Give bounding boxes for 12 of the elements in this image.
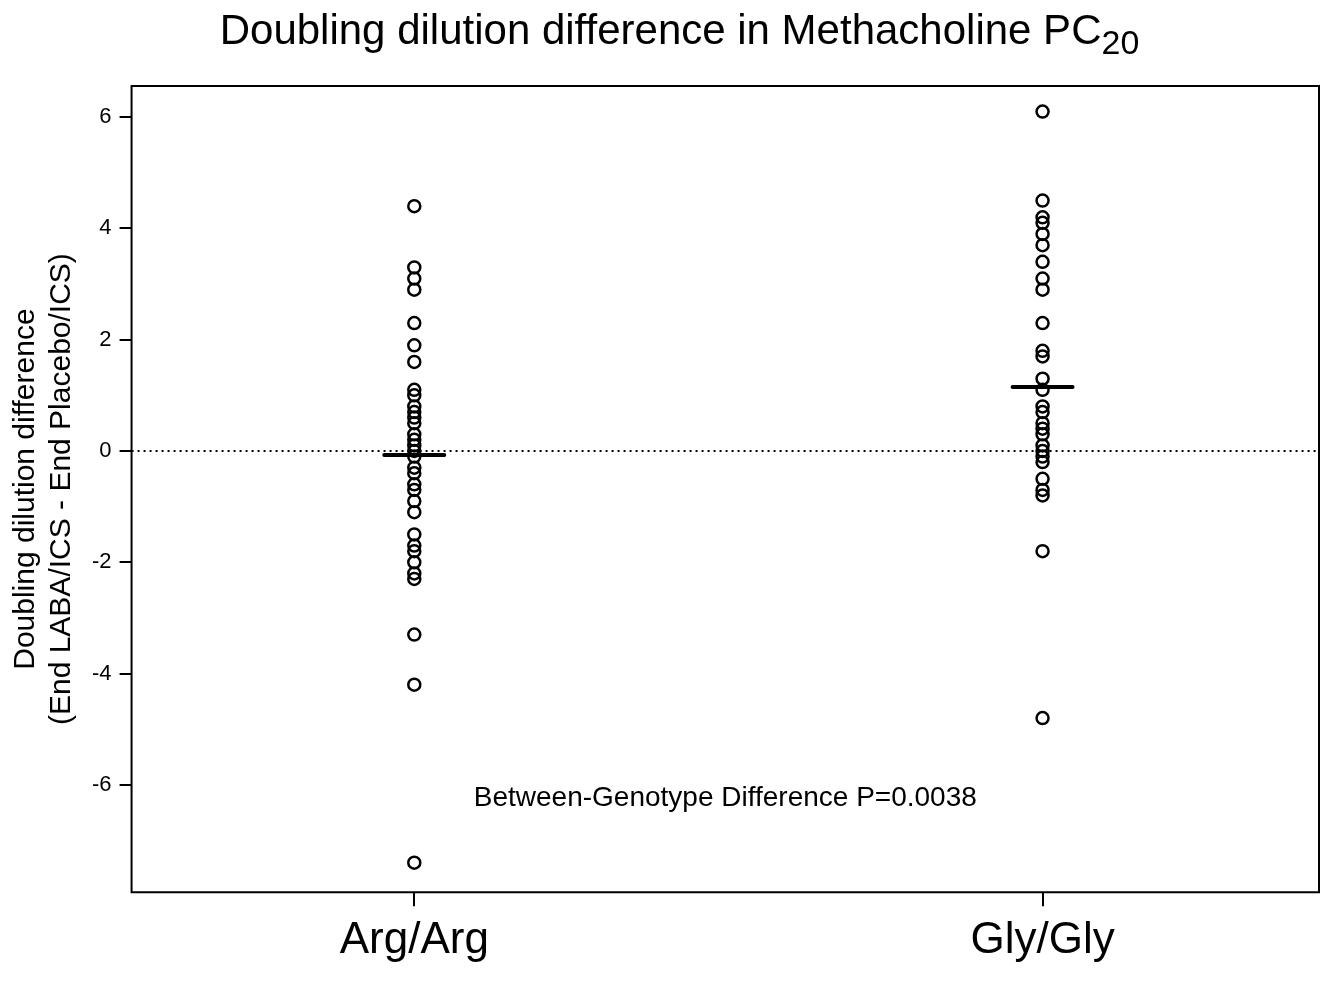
y-tick-label: 6 — [99, 103, 112, 129]
chart-title: Doubling dilution difference in Methacholine PC$_{20}$ — [218, 6, 1141, 62]
y-tick-label: 2 — [99, 325, 112, 351]
x-tick-label: Gly/Gly — [970, 912, 1115, 962]
x-tick-label: Arg/Arg — [339, 912, 489, 962]
y-tick-label: -2 — [92, 548, 112, 574]
y-tick-label: -6 — [92, 770, 112, 796]
y-axis-title: Doubling dilution difference (End LABA/ICS - End Placebo/ICS) — [7, 253, 77, 726]
annotation: Between-Genotype Difference P=0.0038 — [473, 781, 977, 813]
y-tick-label: 0 — [99, 437, 112, 463]
y-tick-label: -4 — [92, 659, 112, 685]
y-tick-label: 4 — [99, 214, 112, 240]
